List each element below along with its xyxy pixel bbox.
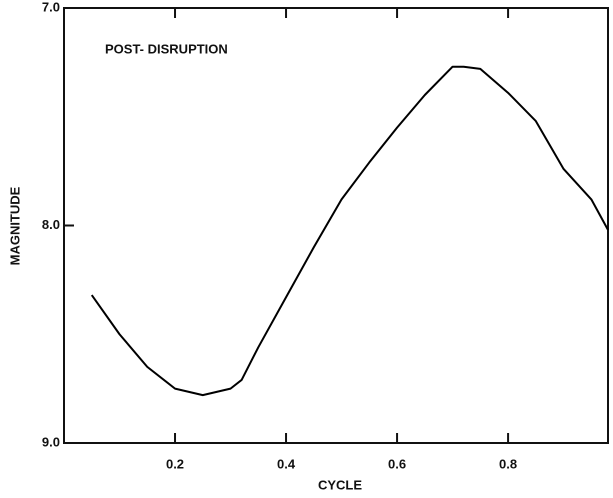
x-tick-label: 0.6 (388, 456, 406, 471)
y-tick-label: 7.0 (42, 0, 60, 14)
y-tick-label: 9.0 (42, 434, 60, 449)
annotation: POST- DISRUPTION (105, 41, 228, 56)
x-axis-label: CYCLE (318, 477, 362, 492)
plot-frame (63, 7, 609, 444)
x-tick-label: 0.8 (499, 456, 517, 471)
y-axis-label: MAGNITUDE (7, 186, 22, 265)
data-line (90, 65, 609, 397)
x-tick-label: 0.4 (277, 456, 296, 471)
y-tick-label: 8.0 (42, 217, 60, 232)
x-tick-label: 0.2 (166, 456, 184, 471)
